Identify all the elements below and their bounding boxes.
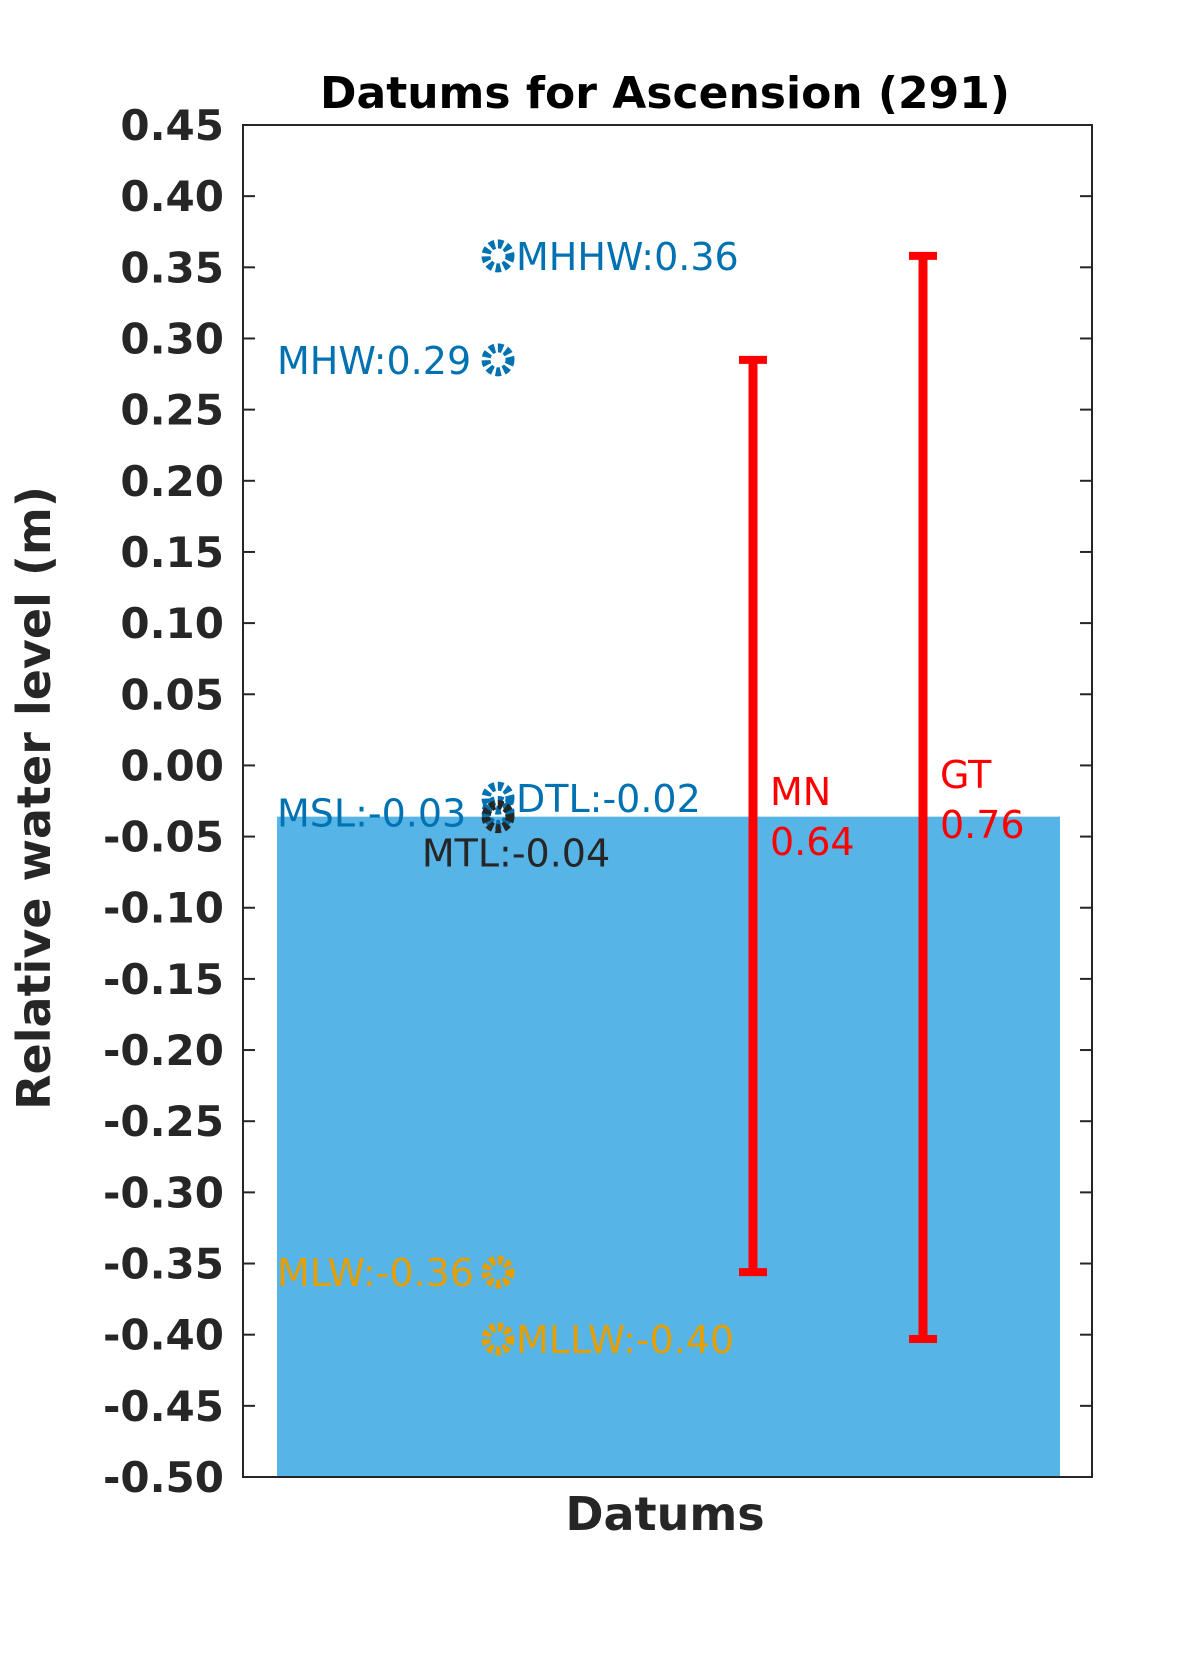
y-tick-label: 0.20 xyxy=(120,457,224,506)
datum-label-mhhw: MHHW:0.36 xyxy=(516,235,739,279)
y-tick-label: 0.40 xyxy=(120,172,224,221)
datum-layer: MHHW:0.36 MHW:0.29 DTL:-0.02 MSL:-0.03MTL:-… xyxy=(277,235,739,1362)
range-label-gt: GT xyxy=(940,753,992,797)
y-tick-label: 0.10 xyxy=(120,599,224,648)
y-tick-label: 0.30 xyxy=(120,314,224,363)
datum-bar xyxy=(277,816,1060,1477)
y-tick-label: 0.25 xyxy=(120,386,224,435)
axis-layer: 0.45 0.40 0.35 0.30 0.25 0.20 0.15 0.10 0.05 0.00… xyxy=(103,101,1093,1502)
y-tick-label: -0.30 xyxy=(103,1168,224,1217)
range-value-mn: 0.64 xyxy=(770,820,855,864)
datum-marker-mhw xyxy=(481,343,515,377)
datum-marker-mllw xyxy=(481,1322,515,1356)
range-layer: MN 0.64 GT 0.76 xyxy=(739,251,1025,1343)
datum-label-mhw: MHW:0.29 xyxy=(277,339,471,383)
datum-label-mlw: MLW:-0.36 xyxy=(277,1251,474,1295)
y-tick-label: -0.25 xyxy=(103,1097,224,1146)
datum-marker-dtl xyxy=(481,781,515,815)
y-tick-label: 0.05 xyxy=(120,670,224,719)
datum-label-mllw: MLLW:-0.40 xyxy=(516,1318,734,1362)
y-tick-label: 0.45 xyxy=(120,101,224,150)
y-tick-label: 0.15 xyxy=(120,528,224,577)
y-axis-title: Relative water level (m) xyxy=(7,486,61,1110)
y-tick-label: -0.45 xyxy=(103,1382,224,1431)
datum-label-dtl: DTL:-0.02 xyxy=(516,777,701,821)
bar-layer xyxy=(277,816,1060,1477)
y-tick-label: -0.10 xyxy=(103,884,224,933)
y-tick-label: -0.50 xyxy=(103,1453,224,1502)
y-tick-label: 0.35 xyxy=(120,243,224,292)
y-tick-label: -0.40 xyxy=(103,1311,224,1360)
datum-marker-mhhw xyxy=(481,239,515,273)
x-axis-title: Datums xyxy=(565,1487,764,1541)
chart-title: Datums for Ascension (291) xyxy=(320,68,1010,119)
y-tick-label: -0.20 xyxy=(103,1026,224,1075)
y-tick-label: -0.15 xyxy=(103,955,224,1004)
datum-marker-mtl xyxy=(481,800,515,834)
range-value-gt: 0.76 xyxy=(940,803,1025,847)
y-tick-label: -0.05 xyxy=(103,813,224,862)
y-tick-label: 0.00 xyxy=(120,741,224,790)
plot-frame xyxy=(242,124,1093,1478)
datum-marker-mlw xyxy=(481,1255,515,1289)
datum-label-msl: MSL:-0.03 xyxy=(277,791,466,835)
datum-label-mtl: MTL:-0.04 xyxy=(422,832,610,876)
range-label-mn: MN xyxy=(770,770,831,814)
y-tick-label: -0.35 xyxy=(103,1240,224,1289)
